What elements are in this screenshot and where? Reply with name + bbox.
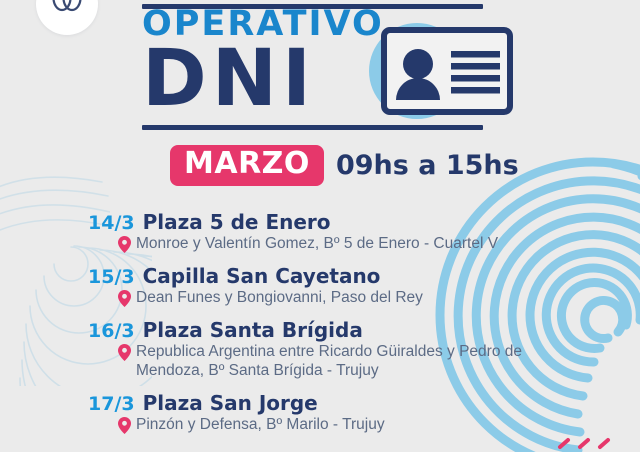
map-pin-icon xyxy=(118,236,131,253)
event-address: Dean Funes y Bongiovanni, Paso del Rey xyxy=(136,289,423,306)
map-pin-icon xyxy=(118,290,131,307)
event-venue: Plaza 5 de Enero xyxy=(142,210,331,234)
map-pin-icon xyxy=(118,344,131,361)
event-date: 15/3 xyxy=(88,266,135,288)
event-address-row: Monroe y Valentín Gomez, Bº 5 de Enero -… xyxy=(118,234,608,253)
list-item: 16/3 Plaza Santa Brígida Republica Argen… xyxy=(88,318,608,380)
event-date: 17/3 xyxy=(88,393,135,415)
id-card-icon xyxy=(369,23,513,119)
event-date: 16/3 xyxy=(88,320,135,342)
header-rule-bottom xyxy=(142,125,483,130)
event-venue: Capilla San Cayetano xyxy=(142,264,381,288)
map-pin-icon xyxy=(118,417,131,434)
list-item: 15/3 Capilla San Cayetano Dean Funes y B… xyxy=(88,264,608,307)
page-title: DNI xyxy=(142,34,317,124)
list-item: 14/3 Plaza 5 de Enero Monroe y Valentín … xyxy=(88,210,608,253)
event-header: 15/3 Capilla San Cayetano xyxy=(88,264,608,288)
schedule-row: MARZO 09hs a 15hs xyxy=(170,145,519,186)
event-header: 16/3 Plaza Santa Brígida xyxy=(88,318,608,342)
header-rule-top xyxy=(142,4,483,9)
municipality-loops-logo-icon xyxy=(52,0,82,12)
event-address: Monroe y Valentín Gomez, Bº 5 de Enero -… xyxy=(136,235,499,252)
event-address-row: Dean Funes y Bongiovanni, Paso del Rey xyxy=(118,288,608,307)
event-header: 14/3 Plaza 5 de Enero xyxy=(88,210,608,234)
event-address-row: Republica Argentina entre Ricardo Güiral… xyxy=(118,342,608,380)
event-list: 14/3 Plaza 5 de Enero Monroe y Valentín … xyxy=(88,210,608,434)
header-block: OPERATIVO DNI xyxy=(142,0,492,124)
event-address: Pinzón y Defensa, Bº Marilo - Trujuy xyxy=(136,416,385,433)
header-eyebrow: OPERATIVO xyxy=(142,4,384,44)
logo-badge xyxy=(36,0,98,35)
event-venue: Plaza San Jorge xyxy=(142,391,318,415)
event-header: 17/3 Plaza San Jorge xyxy=(88,391,608,415)
event-venue: Plaza Santa Brígida xyxy=(142,318,363,342)
event-address-row: Pinzón y Defensa, Bº Marilo - Trujuy xyxy=(118,415,608,434)
event-date: 14/3 xyxy=(88,212,135,234)
dashes-decoration xyxy=(558,438,610,449)
list-item: 17/3 Plaza San Jorge Pinzón y Defensa, B… xyxy=(88,391,608,434)
hours-label: 09hs a 15hs xyxy=(335,150,519,181)
month-badge: MARZO xyxy=(170,145,324,186)
event-address: Republica Argentina entre Ricardo Güiral… xyxy=(136,343,523,379)
